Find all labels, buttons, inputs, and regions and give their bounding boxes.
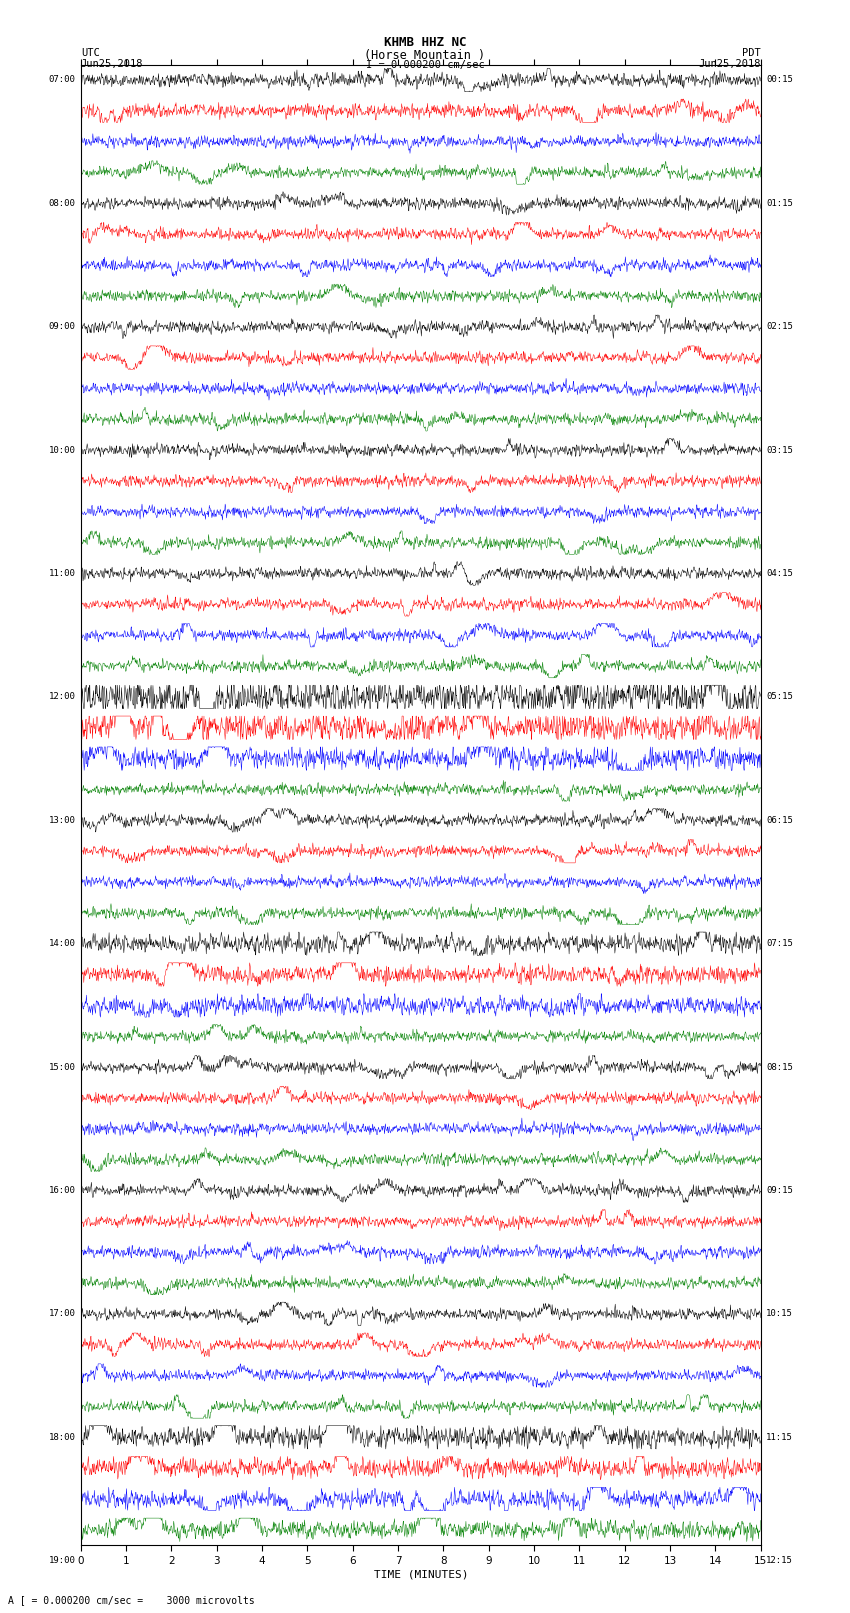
Text: PDT: PDT [742,48,761,58]
Text: 15:00: 15:00 [48,1063,76,1071]
Text: 00:15: 00:15 [766,76,793,84]
Text: A [ = 0.000200 cm/sec =    3000 microvolts: A [ = 0.000200 cm/sec = 3000 microvolts [8,1595,255,1605]
Text: 07:00: 07:00 [48,76,76,84]
Text: 09:15: 09:15 [766,1186,793,1195]
Text: 14:00: 14:00 [48,939,76,948]
Text: 19:00: 19:00 [48,1557,76,1565]
Text: 10:15: 10:15 [766,1310,793,1318]
Text: Jun25,2018: Jun25,2018 [81,58,144,69]
Text: 07:15: 07:15 [766,939,793,948]
Text: 06:15: 06:15 [766,816,793,824]
Text: 02:15: 02:15 [766,323,793,331]
Text: (Horse Mountain ): (Horse Mountain ) [365,50,485,63]
Text: UTC: UTC [81,48,99,58]
Text: 08:15: 08:15 [766,1063,793,1071]
Text: 16:00: 16:00 [48,1186,76,1195]
Text: I = 0.000200 cm/sec: I = 0.000200 cm/sec [366,60,484,71]
Text: KHMB HHZ NC: KHMB HHZ NC [383,37,467,50]
X-axis label: TIME (MINUTES): TIME (MINUTES) [373,1569,468,1579]
Text: 10:00: 10:00 [48,445,76,455]
Text: 09:00: 09:00 [48,323,76,331]
Text: 08:00: 08:00 [48,198,76,208]
Text: 05:15: 05:15 [766,692,793,702]
Text: 11:00: 11:00 [48,569,76,577]
Text: 04:15: 04:15 [766,569,793,577]
Text: 18:00: 18:00 [48,1432,76,1442]
Text: 03:15: 03:15 [766,445,793,455]
Text: 13:00: 13:00 [48,816,76,824]
Text: 17:00: 17:00 [48,1310,76,1318]
Text: 12:00: 12:00 [48,692,76,702]
Text: 01:15: 01:15 [766,198,793,208]
Text: 12:15: 12:15 [766,1557,793,1565]
Text: 11:15: 11:15 [766,1432,793,1442]
Text: Jun25,2018: Jun25,2018 [698,58,761,69]
